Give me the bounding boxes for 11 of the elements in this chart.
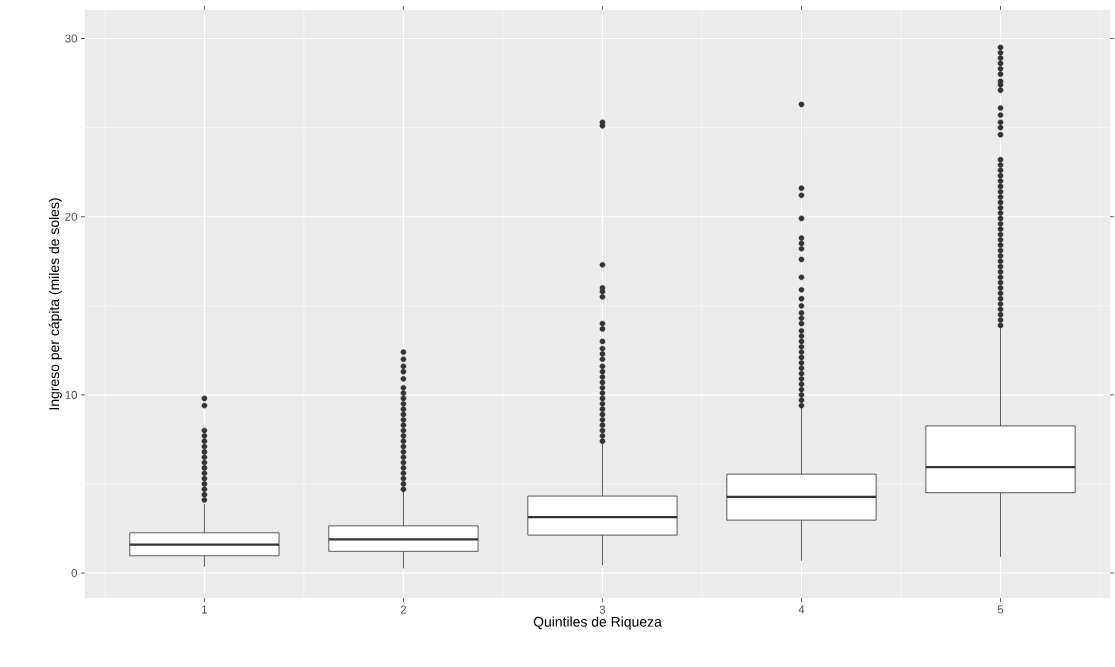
x-tick-label: 4 bbox=[798, 605, 805, 614]
x-axis-title: Quintiles de Riqueza bbox=[533, 616, 662, 630]
y-tick-label: 0 bbox=[71, 569, 78, 578]
y-axis-title: Ingreso per cápita (miles de soles) bbox=[48, 198, 62, 410]
y-tick-label: 20 bbox=[65, 212, 78, 221]
x-tick-label: 2 bbox=[400, 605, 407, 614]
y-tick-label: 10 bbox=[65, 390, 78, 399]
x-tick-label: 1 bbox=[202, 605, 208, 614]
x-tick-label: 5 bbox=[997, 605, 1004, 614]
y-tick-label: 30 bbox=[65, 34, 78, 43]
x-tick-label: 3 bbox=[599, 605, 606, 614]
